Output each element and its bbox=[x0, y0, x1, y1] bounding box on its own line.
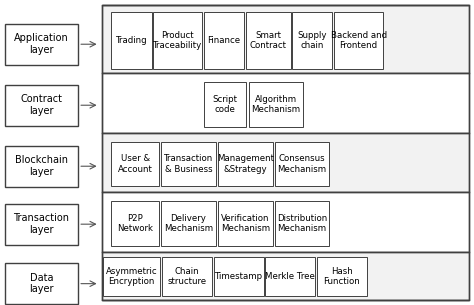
Bar bbox=[111, 142, 159, 186]
Text: Contract
layer: Contract layer bbox=[20, 95, 63, 116]
Text: Smart
Contract: Smart Contract bbox=[249, 31, 287, 50]
Text: Consensus
Mechanism: Consensus Mechanism bbox=[278, 154, 327, 174]
Bar bbox=[161, 142, 216, 186]
Text: Trading: Trading bbox=[116, 36, 147, 45]
Bar bbox=[162, 257, 212, 296]
Text: Blockchain
layer: Blockchain layer bbox=[15, 156, 68, 177]
Text: Supply
chain: Supply chain bbox=[297, 31, 327, 50]
Text: Delivery
Mechanism: Delivery Mechanism bbox=[164, 214, 213, 233]
Bar bbox=[161, 201, 216, 246]
Bar bbox=[102, 73, 469, 133]
Bar bbox=[275, 201, 329, 246]
Bar bbox=[102, 252, 469, 300]
Text: Hash
Function: Hash Function bbox=[324, 267, 360, 286]
Bar bbox=[246, 12, 291, 69]
Bar bbox=[102, 133, 469, 192]
Text: Verification
Mechanism: Verification Mechanism bbox=[221, 214, 270, 233]
Text: Script
code: Script code bbox=[213, 95, 237, 114]
Bar bbox=[5, 24, 78, 65]
Bar bbox=[111, 201, 159, 246]
Text: Product
Traceability: Product Traceability bbox=[153, 31, 202, 50]
Text: Finance: Finance bbox=[208, 36, 240, 45]
Bar bbox=[102, 5, 469, 73]
Bar bbox=[102, 192, 469, 252]
Text: Transaction
& Business: Transaction & Business bbox=[164, 154, 213, 174]
Bar bbox=[265, 257, 315, 296]
Text: Merkle Tree: Merkle Tree bbox=[265, 272, 315, 281]
Bar bbox=[292, 12, 332, 69]
Text: Application
layer: Application layer bbox=[14, 34, 69, 55]
Text: Management
&Strategy: Management &Strategy bbox=[217, 154, 274, 174]
Bar bbox=[5, 263, 78, 304]
Text: Distribution
Mechanism: Distribution Mechanism bbox=[277, 214, 328, 233]
Bar bbox=[334, 12, 383, 69]
Text: Chain
structure: Chain structure bbox=[167, 267, 207, 286]
Bar bbox=[5, 84, 78, 126]
Bar bbox=[153, 12, 202, 69]
Text: Timestamp: Timestamp bbox=[215, 272, 263, 281]
Text: Backend and
Frontend: Backend and Frontend bbox=[330, 31, 387, 50]
Text: Data
layer: Data layer bbox=[29, 273, 54, 294]
Bar bbox=[275, 142, 329, 186]
Bar bbox=[102, 5, 469, 300]
Bar bbox=[249, 82, 303, 127]
Bar bbox=[5, 146, 78, 187]
Bar bbox=[5, 204, 78, 245]
Bar bbox=[204, 12, 244, 69]
Bar bbox=[111, 12, 152, 69]
Text: P2P
Network: P2P Network bbox=[117, 214, 153, 233]
Bar bbox=[218, 201, 273, 246]
Text: Algorithm
Mechanism: Algorithm Mechanism bbox=[252, 95, 301, 114]
Bar bbox=[218, 142, 273, 186]
Bar bbox=[214, 257, 264, 296]
Text: Transaction
layer: Transaction layer bbox=[13, 214, 70, 235]
Text: Asymmetric
Encryption: Asymmetric Encryption bbox=[106, 267, 157, 286]
Bar bbox=[103, 257, 160, 296]
Text: User &
Account: User & Account bbox=[118, 154, 153, 174]
Bar bbox=[204, 82, 246, 127]
Bar bbox=[317, 257, 367, 296]
